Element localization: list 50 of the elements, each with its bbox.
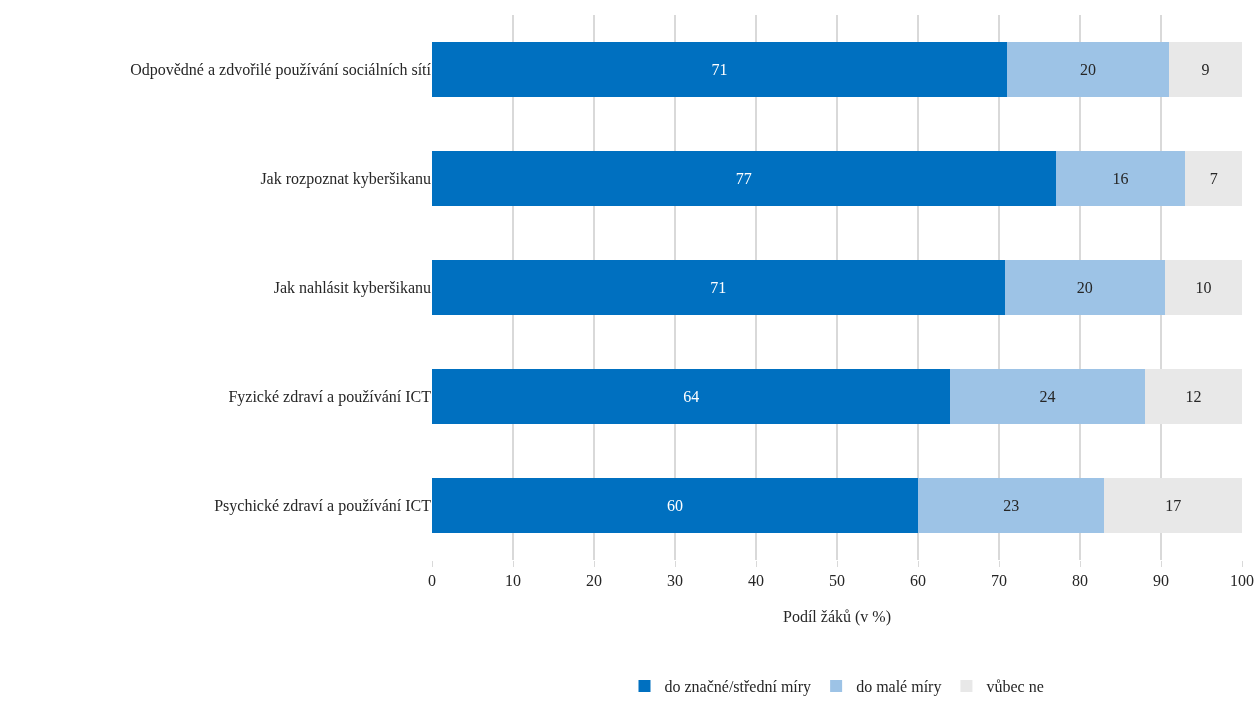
bar <box>1165 260 1242 315</box>
x-tick-label: 90 <box>1153 572 1169 590</box>
bar <box>1104 478 1242 533</box>
y-tick-label: Odpovědné a zdvořilé používání sociálních sítí <box>130 61 432 80</box>
y-tick-label: Fyzické zdraví a používání ICT <box>228 388 432 407</box>
x-axis-title: Podíl žáků (v %) <box>783 607 891 626</box>
bar <box>1004 260 1166 315</box>
bar <box>432 369 951 424</box>
bar <box>918 478 1105 533</box>
data-label: 10 <box>1195 279 1212 296</box>
bar <box>1144 369 1242 424</box>
x-tick-label: 40 <box>748 572 764 590</box>
data-label: 16 <box>1112 170 1129 187</box>
x-tick-label: 80 <box>1072 572 1088 590</box>
data-label: 23 <box>1003 497 1020 514</box>
x-tick-label: 100 <box>1230 572 1254 590</box>
bar <box>1169 42 1242 97</box>
x-tick-label: 60 <box>910 572 926 590</box>
data-label: 12 <box>1185 388 1202 405</box>
bar <box>1055 151 1186 206</box>
bar <box>432 260 1005 315</box>
x-tick-label: 70 <box>991 572 1007 590</box>
data-label: 24 <box>1039 388 1056 405</box>
data-label: 77 <box>735 170 752 187</box>
data-label: 7 <box>1209 170 1218 187</box>
y-tick-label: Psychické zdraví a používání ICT <box>214 497 432 516</box>
bar <box>432 42 1008 97</box>
bar <box>432 478 918 533</box>
x-tick-label: 20 <box>586 572 602 590</box>
x-tick-label: 50 <box>829 572 845 590</box>
bar <box>1185 151 1242 206</box>
bar <box>432 151 1056 206</box>
bar <box>950 369 1145 424</box>
data-label: 64 <box>683 388 700 405</box>
data-label: 71 <box>710 279 727 296</box>
bar <box>1007 42 1170 97</box>
x-tick-label: 10 <box>505 572 521 590</box>
legend-label: do malé míry <box>856 678 942 697</box>
data-label: 20 <box>1076 279 1093 296</box>
x-tick-label: 0 <box>428 572 436 590</box>
data-label: 9 <box>1201 61 1210 78</box>
legend-label: vůbec ne <box>986 678 1044 696</box>
x-tick-label: 30 <box>667 572 683 590</box>
data-label: 17 <box>1165 497 1182 514</box>
data-label: 20 <box>1080 61 1097 78</box>
data-label: 71 <box>711 61 728 78</box>
legend-label: do značné/střední míry <box>664 678 812 697</box>
y-tick-label: Jak rozpoznat kyberšikanu <box>260 170 431 189</box>
data-label: 60 <box>667 497 683 514</box>
y-tick-label: Jak nahlásit kyberšikanu <box>273 279 431 298</box>
